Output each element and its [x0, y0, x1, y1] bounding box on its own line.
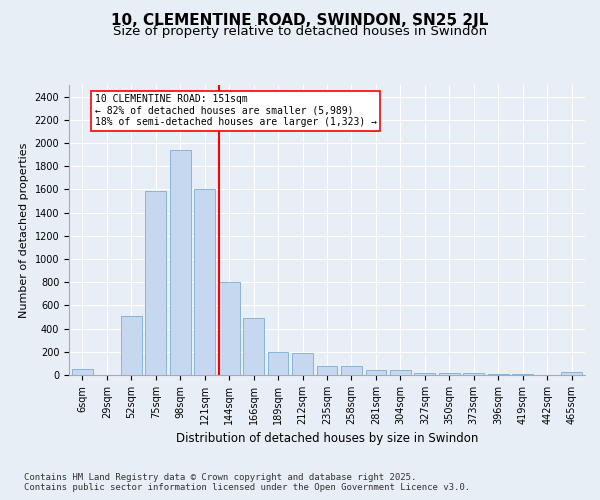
Bar: [561, 372, 582, 375]
Bar: [365, 370, 386, 375]
Bar: [317, 366, 337, 375]
Bar: [439, 372, 460, 375]
Bar: [341, 366, 362, 375]
Bar: [488, 374, 509, 375]
Bar: [415, 372, 435, 375]
Bar: [194, 190, 215, 375]
Text: 10, CLEMENTINE ROAD, SWINDON, SN25 2JL: 10, CLEMENTINE ROAD, SWINDON, SN25 2JL: [112, 12, 488, 28]
Bar: [72, 369, 93, 375]
Bar: [292, 353, 313, 375]
Bar: [512, 374, 533, 375]
Y-axis label: Number of detached properties: Number of detached properties: [19, 142, 29, 318]
X-axis label: Distribution of detached houses by size in Swindon: Distribution of detached houses by size …: [176, 432, 478, 446]
Bar: [170, 150, 191, 375]
Bar: [390, 370, 411, 375]
Bar: [219, 282, 239, 375]
Text: Size of property relative to detached houses in Swindon: Size of property relative to detached ho…: [113, 25, 487, 38]
Bar: [243, 318, 264, 375]
Bar: [145, 190, 166, 375]
Text: 10 CLEMENTINE ROAD: 151sqm
← 82% of detached houses are smaller (5,989)
18% of s: 10 CLEMENTINE ROAD: 151sqm ← 82% of deta…: [95, 94, 377, 128]
Bar: [121, 316, 142, 375]
Bar: [463, 374, 484, 375]
Text: Contains HM Land Registry data © Crown copyright and database right 2025.
Contai: Contains HM Land Registry data © Crown c…: [24, 472, 470, 492]
Bar: [268, 352, 289, 375]
